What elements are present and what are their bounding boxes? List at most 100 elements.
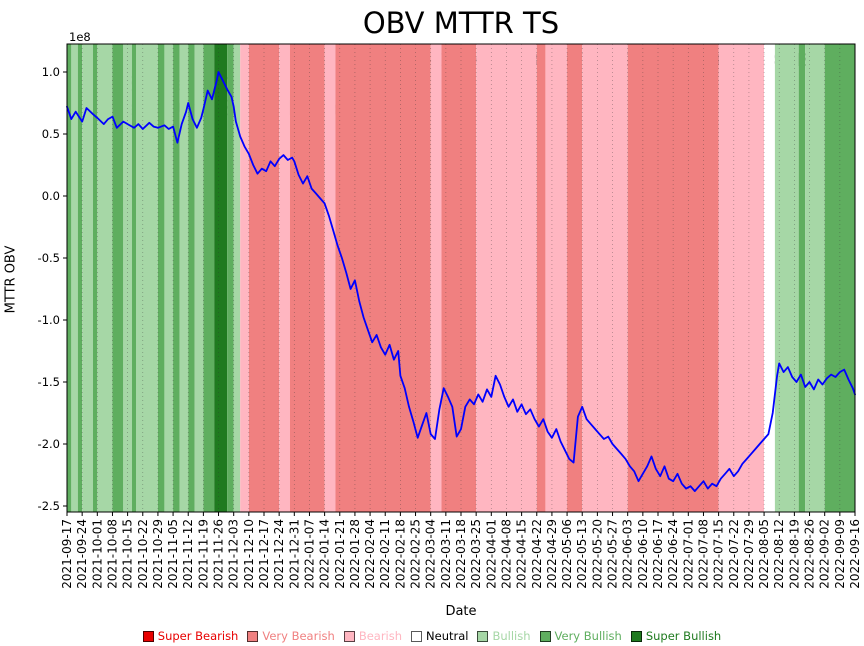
sentiment-band-bearish — [430, 44, 442, 512]
x-tick-label: 2022-06-17 — [651, 519, 665, 589]
sentiment-band-very_bullish — [77, 44, 83, 512]
sentiment-band-very_bullish — [92, 44, 98, 512]
sentiment-band-super_bullish — [214, 44, 228, 512]
x-tick-label: 2022-08-12 — [772, 519, 786, 589]
legend-item-very_bullish: Very Bullish — [539, 629, 622, 643]
sentiment-band-bullish — [774, 44, 799, 512]
sentiment-band-very_bearish — [441, 44, 477, 512]
sentiment-band-very_bearish — [627, 44, 719, 512]
x-tick-label: 2022-04-08 — [499, 519, 513, 589]
legend-swatch-super_bullish — [630, 630, 642, 642]
y-tick-label: 1.0 — [42, 65, 60, 79]
legend-label-neutral: Neutral — [426, 629, 469, 643]
legend-label-super_bullish: Super Bullish — [645, 629, 722, 643]
x-tick-label: 2022-01-07 — [302, 519, 316, 589]
sentiment-band-very_bullish — [173, 44, 180, 512]
x-tick-label: 2021-10-15 — [121, 519, 135, 589]
sentiment-band-bullish — [82, 44, 93, 512]
y-tick-label: -1.5 — [38, 375, 60, 389]
x-tick-label: 2022-03-04 — [424, 519, 438, 589]
obv-line — [66, 71, 856, 493]
x-axis-label: Date — [445, 604, 477, 619]
x-tick-label: 2022-07-08 — [696, 519, 710, 589]
legend-item-super_bullish: Super Bullish — [630, 629, 722, 643]
legend-swatch-neutral — [411, 630, 423, 642]
sentiment-band-very_bearish — [248, 44, 280, 512]
legend-label-very_bearish: Very Bearish — [262, 629, 335, 643]
sentiment-legend: Super Bearish Very Bearish Bearish Neutral B… — [0, 629, 864, 643]
x-tick-label: 2022-01-21 — [333, 519, 347, 589]
legend-swatch-bearish — [343, 630, 355, 642]
sentiment-band-very_bullish — [188, 44, 195, 512]
x-tick-label: 2021-11-26 — [212, 519, 226, 589]
sentiment-band-very_bearish — [289, 44, 325, 512]
sentiment-band-bullish — [97, 44, 113, 512]
x-tick-label: 2022-03-11 — [439, 519, 453, 589]
x-tick-label: 2021-12-24 — [272, 519, 286, 589]
sentiment-band-bearish — [545, 44, 568, 512]
sentiment-band-very_bearish — [567, 44, 583, 512]
sentiment-band-very_bullish — [824, 44, 855, 512]
y-tick-label: -2.0 — [38, 437, 60, 451]
legend-item-very_bearish: Very Bearish — [247, 629, 335, 643]
x-tick-label: 2021-11-12 — [181, 519, 195, 589]
sentiment-band-very_bullish — [157, 44, 165, 512]
x-tick-label: 2022-02-25 — [409, 519, 423, 589]
x-tick-label: 2021-10-01 — [90, 519, 104, 589]
sentiment-band-bearish — [582, 44, 628, 512]
x-tick-label: 2022-08-19 — [787, 519, 801, 589]
x-tick-label: 2022-01-14 — [318, 519, 332, 589]
sentiment-bands — [67, 44, 855, 512]
x-tick-label: 2022-06-03 — [621, 519, 635, 589]
y-tick-label: -2.5 — [38, 499, 60, 513]
legend-item-neutral: Neutral — [411, 629, 468, 643]
legend-swatch-bullish — [477, 630, 489, 642]
sentiment-band-very_bearish — [335, 44, 431, 512]
x-tick-label: 2022-09-02 — [818, 519, 832, 589]
y-axis-ticks: 1.0 0.5 0.0 -0.5 -1.0 -1.5 -2.0 -2.5 — [38, 65, 67, 513]
x-tick-label: 2022-02-18 — [393, 519, 407, 589]
x-tick-label: 2022-01-28 — [348, 519, 362, 589]
x-tick-label: 2022-02-11 — [378, 519, 392, 589]
sentiment-band-bearish — [279, 44, 290, 512]
x-tick-label: 2022-04-01 — [484, 519, 498, 589]
legend-swatch-super_bearish — [142, 630, 154, 642]
x-tick-label: 2022-08-26 — [803, 519, 817, 589]
x-tick-label: 2021-10-08 — [105, 519, 119, 589]
sentiment-band-very_bearish — [536, 44, 546, 512]
x-tick-label: 2022-05-27 — [606, 519, 620, 589]
x-tick-label: 2022-09-09 — [833, 519, 847, 589]
x-tick-label: 2022-08-05 — [757, 519, 771, 589]
sentiment-band-bearish — [324, 44, 336, 512]
x-tick-label: 2021-11-19 — [196, 519, 210, 589]
sentiment-band-bullish — [164, 44, 174, 512]
x-tick-label: 2021-10-29 — [151, 519, 165, 589]
x-tick-label: 2022-04-15 — [515, 519, 529, 589]
sentiment-band-very_bullish — [67, 44, 72, 512]
x-tick-label: 2022-06-10 — [636, 519, 650, 589]
sentiment-band-bullish — [179, 44, 189, 512]
sentiment-band-bullish — [123, 44, 132, 512]
x-tick-label: 2022-02-04 — [363, 519, 377, 589]
y-tick-label: 0.0 — [42, 189, 60, 203]
x-axis-ticks: 2021-09-17 2021-09-24 2021-10-01 2021-10-08… — [60, 512, 862, 589]
sentiment-band-bearish — [718, 44, 765, 512]
x-tick-label: 2022-03-18 — [454, 519, 468, 589]
x-tick-label: 2022-04-29 — [545, 519, 559, 589]
sentiment-band-bullish — [805, 44, 825, 512]
x-tick-label: 2022-04-22 — [530, 519, 544, 589]
sentiment-band-bearish — [476, 44, 537, 512]
x-tick-label: 2021-09-24 — [75, 519, 89, 589]
x-tick-label: 2022-09-16 — [848, 519, 862, 589]
x-tick-label: 2022-07-22 — [727, 519, 741, 589]
legend-item-bearish: Bearish — [343, 629, 402, 643]
x-tick-label: 2021-09-17 — [60, 519, 74, 589]
legend-item-bullish: Bullish — [477, 629, 531, 643]
sentiment-band-very_bullish — [112, 44, 124, 512]
x-tick-label: 2021-12-17 — [257, 519, 271, 589]
x-tick-label: 2021-12-31 — [287, 519, 301, 589]
x-tick-label: 2021-11-05 — [166, 519, 180, 589]
y-tick-label: -0.5 — [38, 251, 60, 265]
legend-label-bullish: Bullish — [492, 629, 531, 643]
